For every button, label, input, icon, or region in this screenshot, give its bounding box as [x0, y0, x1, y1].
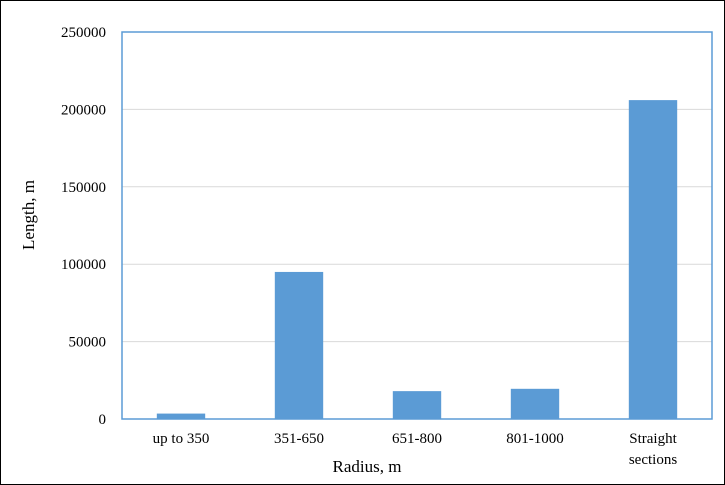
- y-axis-tick-labels: 0 50000 100000 150000 200000 250000: [61, 25, 106, 428]
- y-tick-label: 100000: [61, 257, 106, 273]
- y-axis-title: Length, m: [19, 180, 38, 250]
- x-tick-label: 651-800: [392, 431, 442, 447]
- gridlines: [122, 108, 712, 343]
- y-tick-label: 250000: [61, 25, 106, 41]
- bar: [628, 100, 678, 419]
- x-tick-label: Straight sections: [629, 431, 678, 468]
- bar: [156, 413, 206, 419]
- y-tick-label: 0: [99, 412, 107, 428]
- y-tick-label: 150000: [61, 180, 106, 196]
- x-axis-tick-labels: up to 350 351-650 651-800 801-1000 Straight s…: [153, 431, 678, 468]
- bar: [274, 271, 324, 419]
- y-tick-label: 200000: [61, 102, 106, 118]
- x-tick-label: 801-1000: [506, 431, 564, 447]
- bar: [392, 391, 442, 419]
- x-axis-title: Radius, m: [333, 457, 402, 476]
- x-tick-label: 351-650: [274, 431, 324, 447]
- bars: [156, 100, 678, 419]
- plot-area-border: [121, 31, 713, 420]
- bar: [510, 388, 560, 419]
- x-tick-label: up to 350: [153, 431, 210, 447]
- y-tick-label: 50000: [69, 335, 107, 351]
